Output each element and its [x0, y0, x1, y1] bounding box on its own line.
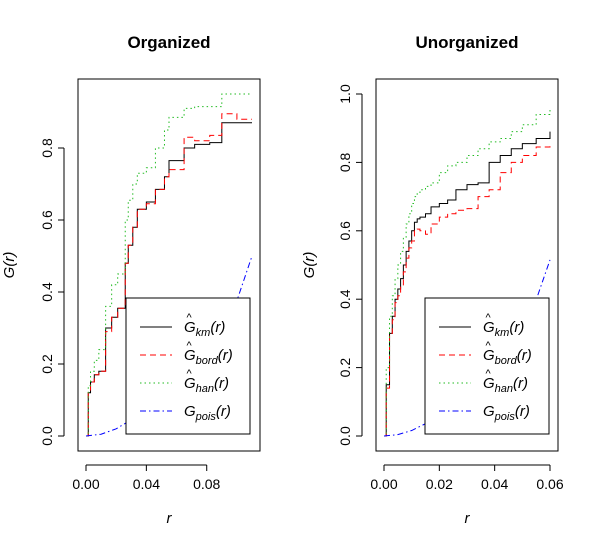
- x-tick-label: 0.00: [72, 476, 99, 492]
- x-axis-label: r: [167, 510, 173, 527]
- legend-box: [424, 297, 550, 435]
- legend-hat-bord-p0: ^: [187, 340, 193, 352]
- x-tick-label: 0.02: [426, 476, 453, 492]
- legend-hat-bord-p1: ^: [486, 340, 492, 352]
- legend-hat-han-p0: ^: [187, 368, 193, 380]
- y-tick-label: 0.4: [39, 282, 55, 302]
- y-tick-label: 0.2: [39, 354, 55, 374]
- x-tick-label: 0.04: [481, 476, 508, 492]
- series-line-km: [384, 131, 551, 437]
- legend: Gkm(r)^Gbord(r)^Ghan(r)^Gpois(r): [125, 297, 251, 435]
- x-tick-label: 0.08: [193, 476, 220, 492]
- legend-hat-km-p0: ^: [187, 312, 193, 324]
- y-tick-label: 0.6: [337, 221, 353, 241]
- plot-frame: [77, 78, 261, 452]
- y-tick-label: 0.8: [337, 152, 353, 172]
- series-line-bord: [384, 145, 551, 437]
- legend-label-bord-p0: Gbord(r): [184, 347, 233, 367]
- plot-frame: [375, 78, 559, 452]
- x-tick-label: 0.04: [133, 476, 160, 492]
- legend-label-pois-p1: Gpois(r): [483, 403, 530, 423]
- x-tick-label: 0.06: [536, 476, 563, 492]
- x-axis-label: r: [465, 510, 471, 527]
- x-tick-label: 0.00: [370, 476, 397, 492]
- y-tick-label: 0.8: [39, 138, 55, 158]
- y-tick-label: 1.0: [337, 84, 353, 104]
- y-tick-label: 0.6: [39, 210, 55, 230]
- legend-label-han-p0: Ghan(r): [184, 375, 229, 395]
- legend-label-bord-p1: Gbord(r): [483, 347, 532, 367]
- panel-organized: Organized 0.00 0.04 0.08 0.0 0.2 0.4 0.6 0.8 r G(r…: [1, 33, 261, 527]
- legend: Gkm(r)^Gbord(r)^Ghan(r)^Gpois(r): [424, 297, 550, 435]
- series-line-bord: [86, 113, 252, 437]
- legend-label-km-p1: Gkm(r): [483, 319, 524, 339]
- y-tick-label: 0.0: [39, 426, 55, 446]
- y-tick-label: 0.0: [337, 426, 353, 446]
- y-axis-label: G(r): [301, 252, 318, 279]
- chart-title: Organized: [127, 33, 210, 52]
- legend-box: [125, 297, 251, 435]
- legend-label-han-p1: Ghan(r): [483, 375, 528, 395]
- legend-hat-han-p1: ^: [486, 368, 492, 380]
- chart-title: Unorganized: [416, 33, 519, 52]
- legend-hat-km-p1: ^: [486, 312, 492, 324]
- y-axis-label: G(r): [1, 252, 18, 279]
- y-tick-label: 0.4: [337, 289, 353, 309]
- legend-label-km-p0: Gkm(r): [184, 319, 225, 339]
- panel-unorganized: Unorganized 0.00 0.02 0.04 0.06 0.0 0.2 0.4 0.6 0…: [301, 33, 564, 527]
- y-tick-label: 0.2: [337, 358, 353, 378]
- legend-label-pois-p0: Gpois(r): [184, 403, 231, 423]
